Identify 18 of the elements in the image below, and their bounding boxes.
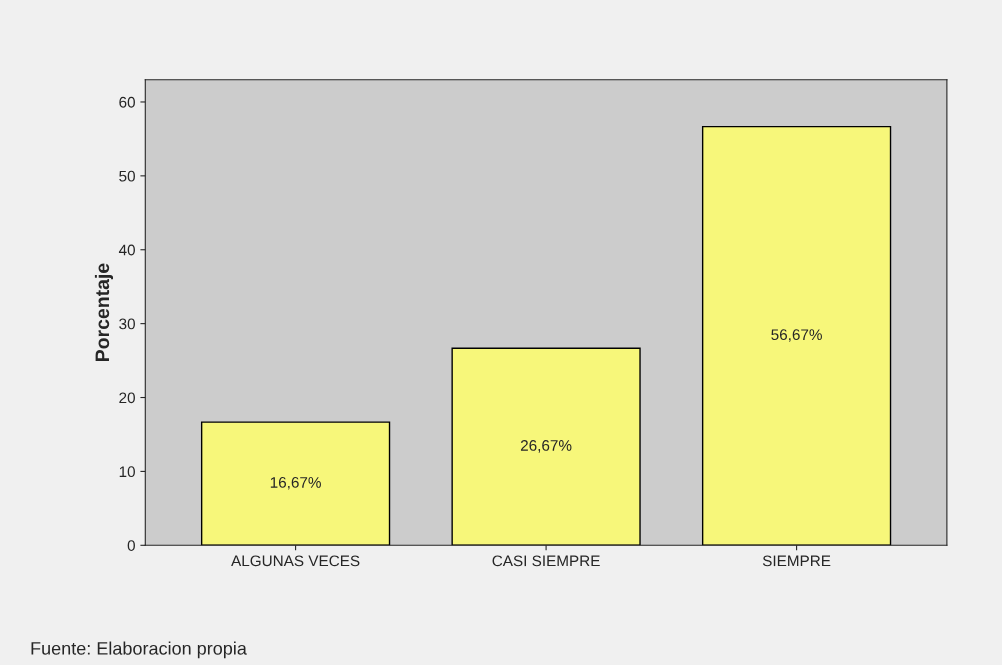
bar <box>451 347 641 546</box>
data-label: 56,67% <box>771 329 822 342</box>
x-tick-label: CASI SIEMPRE <box>492 555 600 567</box>
y-tick-label: 0 <box>127 540 135 551</box>
data-label: 16,67% <box>270 477 321 490</box>
y-axis-title: Porcentaje <box>94 263 114 361</box>
bar <box>200 421 391 546</box>
y-tick-label: 20 <box>119 392 135 404</box>
x-tick-label: ALGUNAS VECES <box>231 555 360 567</box>
y-tick-label: 40 <box>118 244 135 256</box>
bar <box>701 125 892 546</box>
y-tick-label: 10 <box>119 466 135 478</box>
x-tick-label: SIEMPRE <box>762 555 831 567</box>
source-note: Fuente: Elaboracion propia <box>31 641 247 659</box>
y-tick-label: 30 <box>119 318 135 330</box>
y-tick-label: 60 <box>119 96 135 108</box>
data-label: 26,67% <box>520 440 572 453</box>
y-tick-label: 50 <box>119 170 135 182</box>
